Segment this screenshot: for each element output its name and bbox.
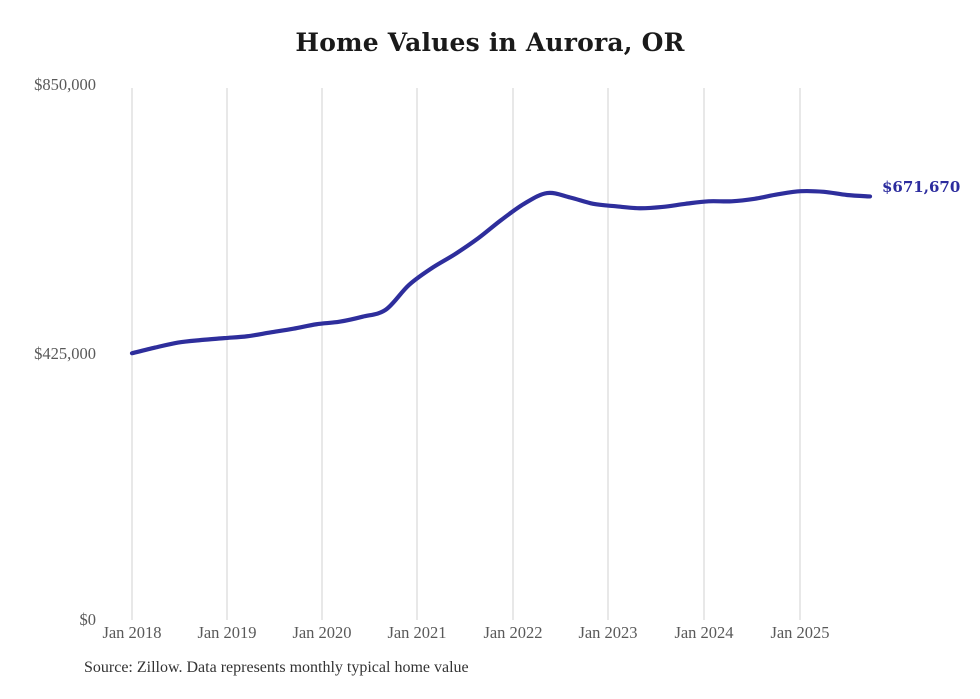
x-axis-tick-jan-2024: Jan 2024 <box>674 623 734 642</box>
x-axis-tick-jan-2025: Jan 2025 <box>770 623 830 642</box>
page-title: Home Values in Aurora, OR <box>295 28 685 57</box>
x-axis-tick-jan-2020: Jan 2020 <box>292 623 352 642</box>
y-axis-tick-850000: $850,000 <box>34 75 96 94</box>
data-series-line <box>129 188 873 356</box>
x-axis-tick-jan-2022: Jan 2022 <box>483 623 543 642</box>
y-axis-tick-425000: $425,000 <box>34 344 96 363</box>
end-value-annotation: $671,670 <box>882 178 961 196</box>
source-note: Source: Zillow. Data represents monthly … <box>84 659 469 676</box>
x-axis-tick-jan-2021: Jan 2021 <box>387 623 447 642</box>
gridlines <box>131 88 801 620</box>
y-axis-tick-0: $0 <box>79 610 97 629</box>
x-axis-tick-jan-2018: Jan 2018 <box>102 623 162 642</box>
x-axis-tick-jan-2019: Jan 2019 <box>197 623 257 642</box>
x-axis-tick-jan-2023: Jan 2023 <box>578 623 638 642</box>
